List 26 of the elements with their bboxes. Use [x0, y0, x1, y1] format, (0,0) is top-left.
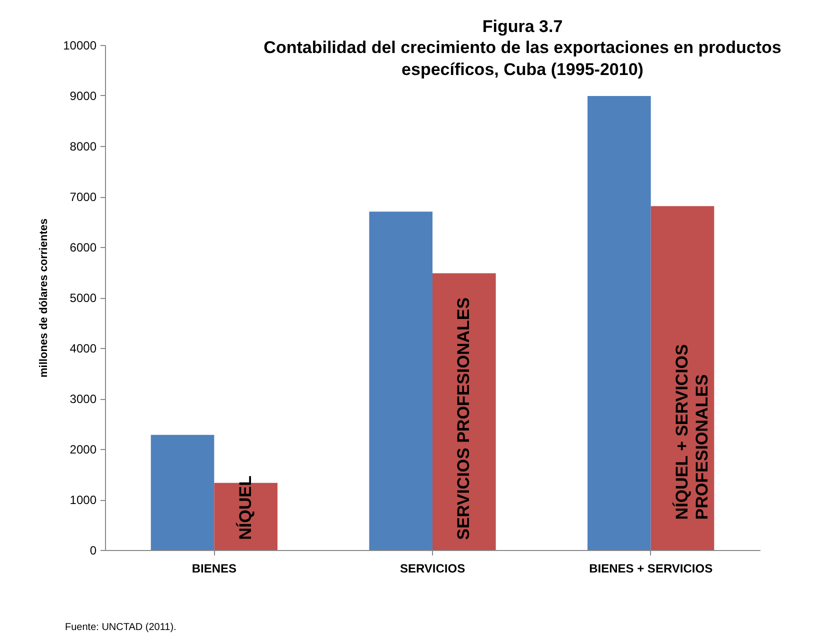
bar [588, 96, 651, 550]
x-tick-label: SERVICIOS [400, 562, 466, 576]
bar [650, 206, 714, 550]
y-tick-label: 6000 [70, 240, 97, 254]
chart-title: Figura 3.7 [482, 17, 563, 36]
chart-subtitle: Contabilidad del crecimiento de las exportaciones en productos específicos, Cuba (1995-2010) [264, 38, 782, 79]
annotation: SERVICIOS PROFESIONALES [454, 297, 474, 540]
annotation: NÍQUEL [234, 476, 255, 540]
y-tick-label: 5000 [70, 291, 97, 305]
y-tick-label: 7000 [70, 190, 97, 204]
y-tick-label: 8000 [70, 140, 97, 154]
y-tick-label: 10000 [63, 38, 97, 52]
bar [432, 273, 496, 550]
source-note: Fuente: UNCTAD (2011). [65, 622, 176, 633]
y-tick-label: 1000 [70, 493, 97, 507]
y-axis-title: millones de dólares corrientes [38, 218, 50, 378]
bar [369, 212, 432, 550]
y-tick-label: 2000 [70, 442, 97, 456]
x-tick-label: BIENES + SERVICIOS [589, 562, 713, 576]
x-tick-label: BIENES [192, 562, 237, 576]
bar [150, 434, 214, 550]
annotation: NÍQUEL + SERVICIOS PROFESIONALES [671, 344, 712, 520]
y-tick-label: 0 [90, 544, 97, 558]
y-tick-label: 9000 [70, 89, 97, 103]
y-tick-label: 3000 [70, 392, 97, 406]
y-tick-label: 4000 [70, 342, 97, 356]
